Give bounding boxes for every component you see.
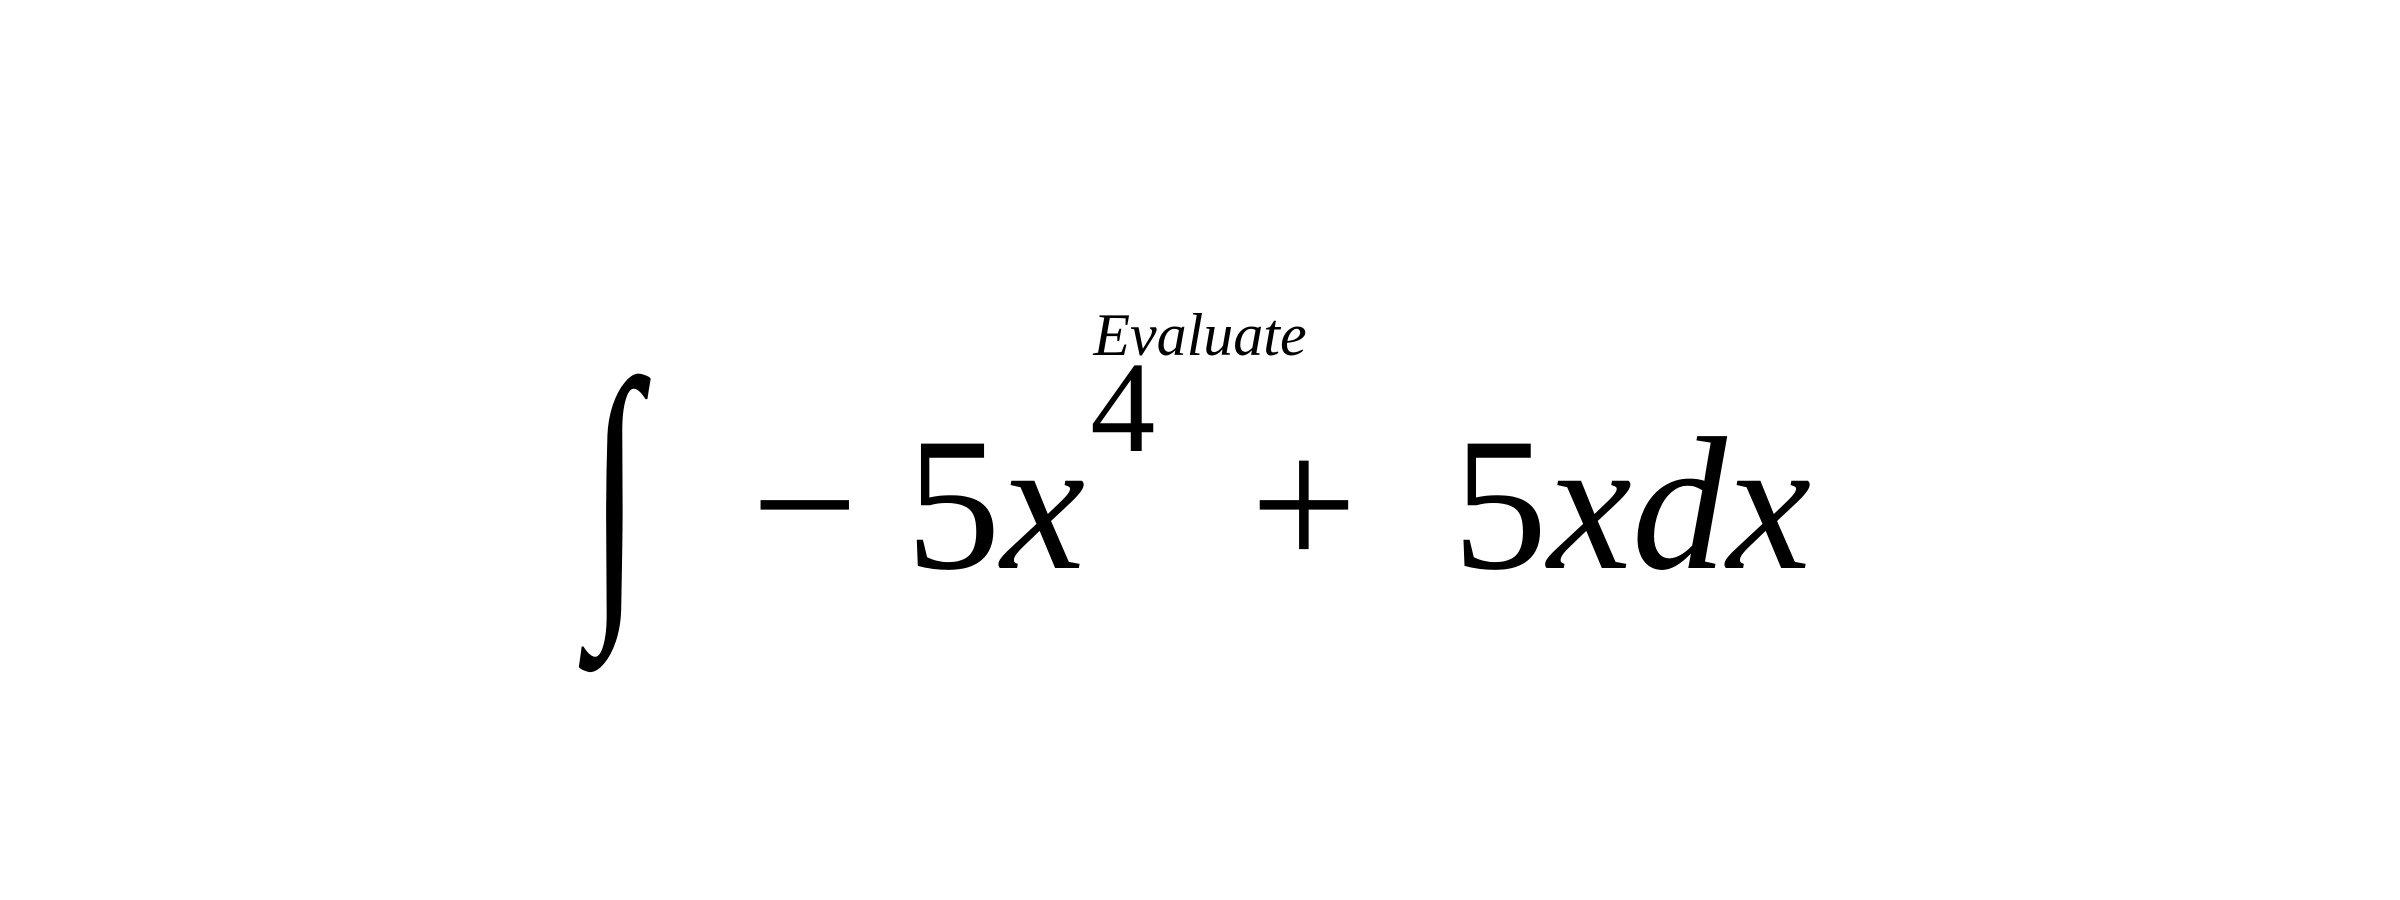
coef-5-second: 5: [1452, 400, 1547, 610]
integral-sign: ∫: [589, 337, 641, 641]
exponent-4: 4: [1090, 336, 1155, 480]
integral-expression: ∫ −5x4 + 5xdx: [589, 410, 1811, 600]
differential-x: x: [1727, 400, 1811, 610]
coef-5-first: 5: [906, 400, 1001, 610]
minus-sign: −: [751, 400, 858, 610]
plus-sign: +: [1250, 400, 1357, 610]
var-x-second: x: [1547, 400, 1631, 610]
page-root: Evaluate ∫ −5x4 + 5xdx: [0, 0, 2400, 900]
var-x-first: x: [1001, 400, 1085, 610]
differential-d: d: [1632, 400, 1727, 610]
